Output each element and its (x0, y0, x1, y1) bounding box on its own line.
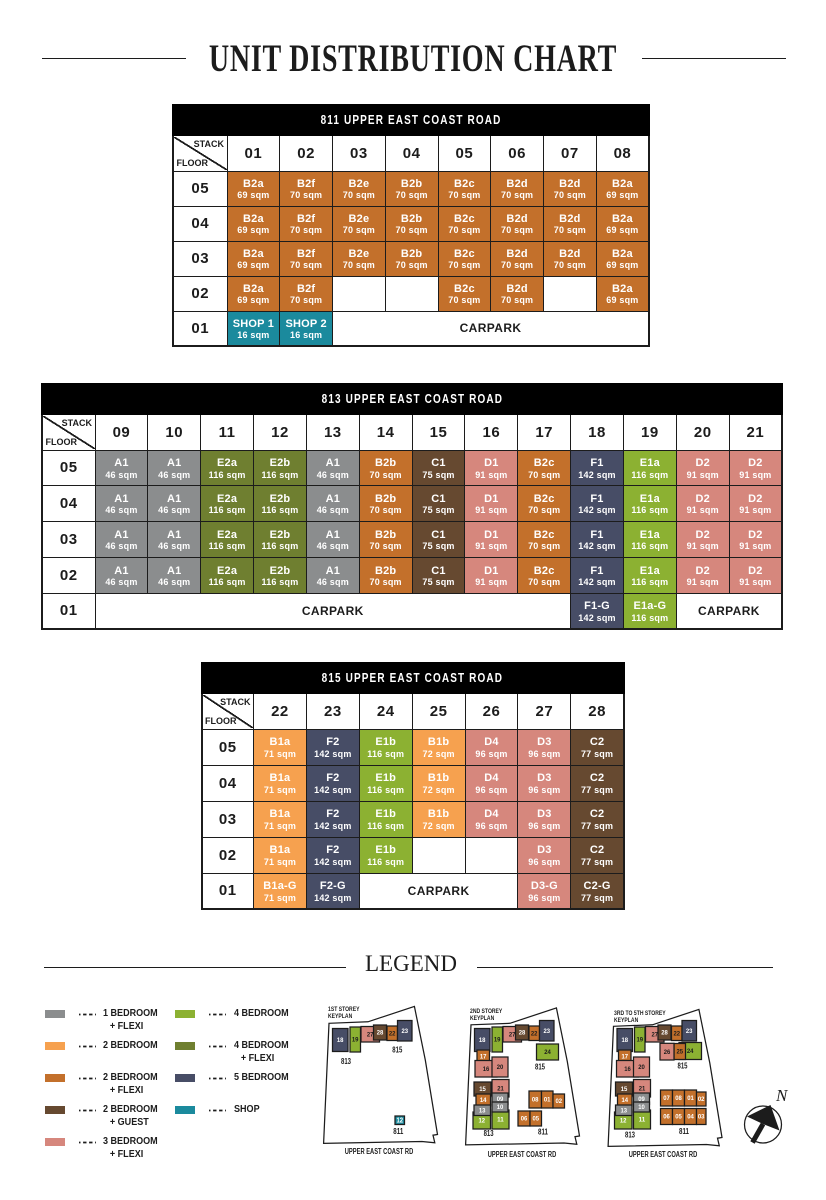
svg-text:21: 21 (497, 1086, 504, 1093)
svg-text:813: 813 (625, 1130, 635, 1140)
svg-text:09: 09 (638, 1096, 645, 1103)
svg-text:18: 18 (337, 1037, 344, 1044)
svg-text:06: 06 (521, 1116, 528, 1123)
svg-text:16: 16 (624, 1066, 631, 1073)
svg-text:27: 27 (509, 1032, 516, 1039)
svg-text:19: 19 (494, 1037, 501, 1044)
svg-text:12: 12 (620, 1118, 627, 1125)
svg-text:01: 01 (687, 1095, 694, 1102)
svg-text:27: 27 (652, 1032, 659, 1039)
svg-text:16: 16 (483, 1066, 490, 1073)
svg-text:815: 815 (535, 1061, 545, 1071)
svg-text:813: 813 (484, 1128, 494, 1138)
svg-text:28: 28 (377, 1030, 384, 1037)
svg-text:15: 15 (479, 1086, 486, 1093)
svg-text:06: 06 (663, 1114, 670, 1121)
svg-text:12: 12 (397, 1118, 404, 1125)
svg-text:10: 10 (638, 1104, 645, 1111)
svg-text:12: 12 (479, 1118, 486, 1125)
svg-text:14: 14 (622, 1097, 629, 1104)
svg-text:18: 18 (479, 1037, 486, 1044)
svg-text:11: 11 (639, 1117, 646, 1124)
svg-text:24: 24 (544, 1049, 551, 1056)
svg-text:03: 03 (698, 1114, 705, 1121)
svg-text:14: 14 (480, 1097, 487, 1104)
svg-text:19: 19 (352, 1037, 359, 1044)
svg-text:811: 811 (538, 1127, 548, 1137)
svg-text:05: 05 (675, 1114, 682, 1121)
svg-text:22: 22 (389, 1031, 396, 1038)
svg-text:13: 13 (621, 1108, 628, 1115)
svg-text:20: 20 (497, 1064, 504, 1071)
svg-text:07: 07 (663, 1095, 670, 1102)
svg-text:811: 811 (679, 1126, 689, 1136)
svg-text:26: 26 (664, 1049, 671, 1056)
svg-text:25: 25 (677, 1049, 684, 1056)
svg-text:11: 11 (497, 1117, 504, 1124)
svg-text:04: 04 (687, 1114, 694, 1121)
svg-text:18: 18 (622, 1037, 629, 1044)
svg-text:15: 15 (621, 1086, 628, 1093)
svg-text:17: 17 (622, 1054, 629, 1061)
svg-text:02: 02 (698, 1096, 705, 1103)
svg-text:23: 23 (544, 1028, 551, 1035)
svg-text:28: 28 (519, 1030, 526, 1037)
svg-text:21: 21 (639, 1086, 646, 1093)
svg-text:22: 22 (674, 1031, 681, 1038)
svg-text:01: 01 (544, 1097, 551, 1104)
svg-text:17: 17 (480, 1054, 487, 1061)
svg-text:08: 08 (675, 1095, 682, 1102)
svg-text:10: 10 (497, 1104, 504, 1111)
svg-text:13: 13 (479, 1108, 486, 1115)
svg-text:05: 05 (533, 1116, 540, 1123)
svg-text:23: 23 (686, 1028, 693, 1035)
svg-text:813: 813 (341, 1056, 351, 1066)
svg-text:N: N (775, 1086, 789, 1105)
svg-text:09: 09 (497, 1096, 504, 1103)
svg-text:02: 02 (556, 1098, 563, 1105)
svg-text:811: 811 (393, 1126, 403, 1136)
svg-text:28: 28 (661, 1030, 668, 1037)
svg-text:27: 27 (367, 1032, 374, 1039)
svg-text:23: 23 (402, 1028, 409, 1035)
svg-text:08: 08 (532, 1097, 539, 1104)
svg-text:815: 815 (392, 1045, 402, 1055)
svg-text:22: 22 (531, 1031, 538, 1038)
svg-text:19: 19 (637, 1037, 644, 1044)
svg-text:24: 24 (687, 1048, 694, 1055)
svg-text:815: 815 (678, 1061, 688, 1071)
svg-text:20: 20 (638, 1064, 645, 1071)
